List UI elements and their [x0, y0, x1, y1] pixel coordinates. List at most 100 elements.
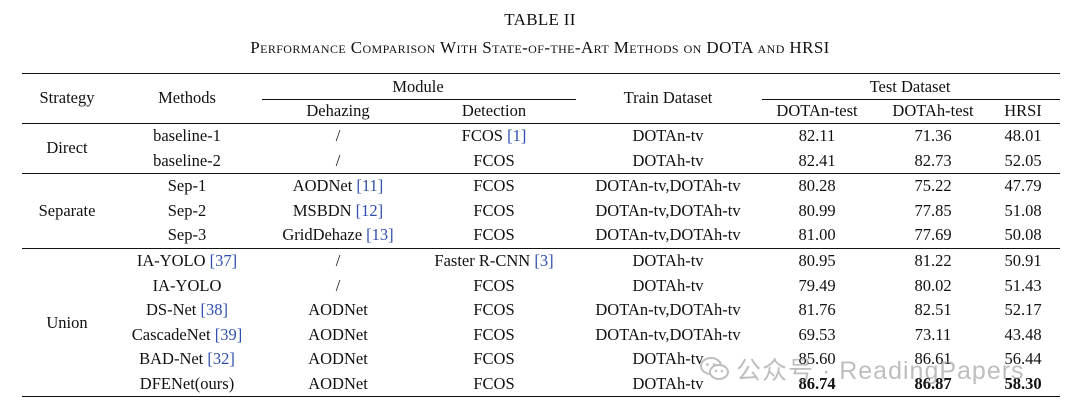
row-2-0-hrsi: 50.91 — [1004, 251, 1041, 271]
header-test-dataset-text: Test Dataset — [869, 77, 951, 96]
row-2-2-dotah-test-text: 82.51 — [914, 300, 952, 320]
row-2-1-dotah-test-text: 80.02 — [914, 275, 952, 295]
header-dotan-test: DOTAn-test — [776, 101, 857, 121]
row-1-1-detection-text: FCOS — [473, 200, 515, 220]
row-2-4-dehazing: AODNet — [308, 349, 368, 369]
row-0-0-hrsi: 48.01 — [1004, 126, 1041, 146]
row-2-1-method: IA-YOLO — [153, 276, 222, 296]
row-1-0-train-dataset: DOTAn-tv,DOTAh-tv — [595, 176, 740, 196]
row-2-2-train-dataset-text: DOTAn-tv,DOTAh-tv — [595, 300, 741, 320]
row-0-1-method: baseline-2 — [153, 151, 221, 171]
row-1-0-detection-text: FCOS — [473, 176, 515, 195]
row-2-1-hrsi: 51.43 — [1004, 276, 1041, 296]
strategy-label-union-text: Union — [46, 312, 88, 332]
row-1-0-dehazing: AODNet [11] — [293, 176, 384, 196]
row-0-0-dehazing: / — [336, 126, 341, 146]
row-2-4-detection: FCOS — [473, 349, 514, 369]
row-2-4-method: BAD-Net [32] — [139, 349, 235, 369]
row-1-0-dehazing-text: AODNet — [292, 176, 353, 195]
row-2-4-dehazing-text: AODNet — [308, 349, 368, 369]
header-train-dataset: Train Dataset — [624, 88, 713, 108]
row-1-2-method: Sep-3 — [168, 225, 207, 245]
row-1-1-hrsi: 51.08 — [1004, 201, 1041, 221]
header-dotah-test-text: DOTAh-test — [892, 101, 974, 120]
table-label: TABLE II — [504, 10, 576, 29]
row-2-0-hrsi-text: 50.91 — [1004, 251, 1042, 270]
row-2-5-method: DFENet(ours) — [140, 374, 234, 394]
header-test-dataset: Test Dataset — [870, 77, 951, 97]
row-1-1-dotan-test-text: 80.99 — [798, 200, 836, 220]
row-2-5-method-text: DFENet(ours) — [139, 374, 235, 393]
top-rule — [22, 73, 1060, 75]
row-1-0-train-dataset-text: DOTAn-tv,DOTAh-tv — [595, 176, 741, 195]
row-2-0-method: IA-YOLO [37] — [137, 251, 237, 271]
row-2-1-dotan-test-text: 79.49 — [798, 275, 836, 295]
header-train-dataset-text: Train Dataset — [623, 88, 713, 107]
row-1-1-dehazing-text: MSBDN — [292, 200, 352, 220]
test-dataset-underline — [762, 99, 1060, 100]
row-0-0-method-text: baseline-1 — [153, 126, 221, 145]
row-2-0-dotah-test: 81.22 — [914, 251, 951, 271]
header-methods-text: Methods — [158, 88, 216, 107]
row-1-1-dotah-test-text: 77.85 — [914, 200, 952, 220]
row-0-1-hrsi-text: 52.05 — [1004, 150, 1042, 170]
header-strategy-text: Strategy — [39, 88, 95, 107]
row-1-2-train-dataset: DOTAn-tv,DOTAh-tv — [595, 225, 740, 245]
row-0-0-detection: FCOS [1] — [462, 126, 527, 146]
row-1-2-dehazing-citation[interactable]: [13] — [366, 225, 394, 245]
row-2-4-method-citation[interactable]: [32] — [207, 349, 235, 369]
row-0-0-train-dataset-text: DOTAn-tv — [632, 126, 704, 145]
watermark: 公众号 · ReadingPapers — [700, 352, 1025, 386]
row-0-1-method-text: baseline-2 — [153, 150, 221, 170]
row-2-4-detection-text: FCOS — [473, 349, 515, 369]
row-2-5-dotan-test: 86.74 — [798, 374, 835, 394]
row-2-0-dotan-test-text: 80.95 — [798, 251, 836, 270]
row-0-0-hrsi-text: 48.01 — [1004, 126, 1042, 145]
row-2-0-dehazing-text: / — [335, 251, 341, 270]
row-2-2-method-citation[interactable]: [38] — [200, 300, 229, 320]
row-2-0-detection-citation[interactable]: [3] — [534, 251, 554, 270]
row-2-4-train-dataset: DOTAh-tv — [632, 349, 703, 369]
row-1-2-dehazing-text: GridDehaze — [282, 225, 363, 245]
row-2-4-dotan-test: 85.60 — [798, 349, 835, 369]
wechat-icon — [700, 357, 729, 380]
row-2-0-method-citation[interactable]: [37] — [209, 251, 238, 270]
row-2-1-detection-text: FCOS — [473, 275, 515, 295]
row-2-3-dehazing-text: AODNet — [308, 324, 368, 344]
row-1-1-hrsi-text: 51.08 — [1004, 200, 1042, 220]
row-2-5-hrsi-text: 58.30 — [1004, 374, 1042, 393]
row-1-0-hrsi: 47.79 — [1004, 176, 1041, 196]
row-2-1-method-text: IA-YOLO — [152, 275, 222, 295]
row-2-4-method-text: BAD-Net — [139, 349, 204, 369]
header-module-text: Module — [392, 77, 444, 96]
row-2-2-dotan-test-text: 81.76 — [798, 300, 836, 320]
row-2-5-hrsi: 58.30 — [1004, 374, 1041, 394]
row-1-1-dehazing-citation[interactable]: [12] — [355, 200, 384, 220]
row-1-2-detection: FCOS — [473, 225, 514, 245]
row-1-0-dotah-test: 75.22 — [914, 176, 951, 196]
row-2-5-detection-text: FCOS — [473, 374, 515, 393]
row-2-0-method-text: IA-YOLO — [136, 251, 206, 270]
row-2-3-method-citation[interactable]: [39] — [214, 324, 243, 344]
row-2-3-dehazing: AODNet — [308, 325, 368, 345]
strategy-label-direct: Direct — [46, 138, 87, 158]
row-2-2-method: DS-Net [38] — [146, 300, 228, 320]
row-1-1-detection: FCOS — [473, 201, 514, 221]
row-2-0-detection: Faster R-CNN [3] — [434, 251, 553, 271]
row-0-0-dotan-test-text: 82.11 — [798, 126, 836, 145]
row-1-2-dotan-test: 81.00 — [798, 225, 835, 245]
row-1-0-dotah-test-text: 75.22 — [914, 176, 952, 195]
row-1-0-dehazing-citation[interactable]: [11] — [356, 176, 384, 195]
row-2-3-hrsi: 43.48 — [1004, 325, 1041, 345]
header-dotah-test: DOTAh-test — [892, 101, 973, 121]
header-module: Module — [392, 77, 443, 97]
header-hrsi-text: HRSI — [1004, 101, 1042, 120]
row-0-1-dotan-test: 82.41 — [798, 151, 835, 171]
row-0-1-hrsi: 52.05 — [1004, 151, 1041, 171]
row-1-1-method: Sep-2 — [168, 201, 207, 221]
row-2-3-method: CascadeNet [39] — [132, 325, 242, 345]
row-2-2-dehazing: AODNet — [308, 300, 368, 320]
table-caption: Performance Comparison With State-of-the… — [250, 38, 830, 57]
strategy-label-separate-text: Separate — [38, 200, 96, 220]
row-0-0-detection-citation[interactable]: [1] — [507, 126, 527, 145]
